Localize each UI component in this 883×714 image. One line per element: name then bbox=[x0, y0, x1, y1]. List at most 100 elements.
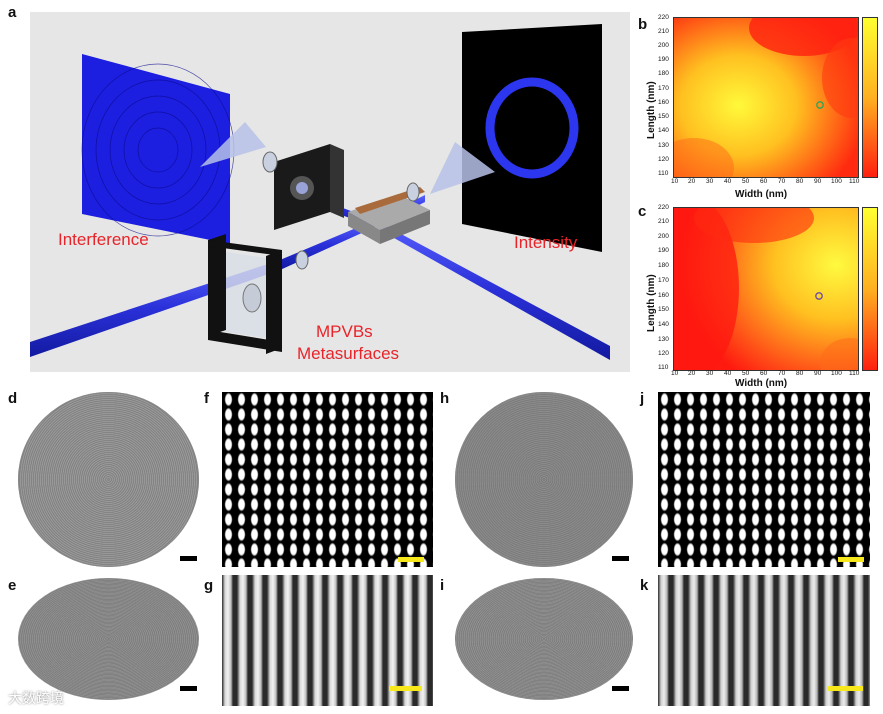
xtick: 110 bbox=[849, 178, 860, 185]
sem-pillars-tilted-g bbox=[222, 575, 433, 706]
interference-screen bbox=[81, 54, 235, 244]
intensity-screen bbox=[462, 24, 602, 252]
ytick: 140 bbox=[658, 127, 669, 134]
xtick: 60 bbox=[760, 178, 768, 185]
panel-label-i: i bbox=[440, 577, 445, 594]
panel-label-k: k bbox=[640, 577, 649, 594]
cone-right bbox=[430, 142, 495, 194]
ytick: 200 bbox=[658, 233, 669, 240]
metasurface-frame bbox=[208, 234, 282, 354]
sem-metasurface-i bbox=[455, 578, 633, 700]
sem-pillars-tilted-k bbox=[658, 575, 870, 706]
xtick: 90 bbox=[814, 178, 822, 185]
xtick: 70 bbox=[778, 370, 786, 377]
ytick: 150 bbox=[658, 306, 669, 313]
sem-pillars-top-f bbox=[222, 392, 433, 567]
sem-pillars-top-j bbox=[658, 392, 870, 567]
intensity-label: Intensity bbox=[514, 233, 578, 252]
xtick: 70 bbox=[778, 178, 786, 185]
xtick: 10 bbox=[671, 178, 679, 185]
xtick: 20 bbox=[688, 178, 696, 185]
panel-label-j: j bbox=[640, 390, 645, 407]
scale-bar-f bbox=[398, 557, 424, 562]
sem-metasurface-h bbox=[455, 392, 633, 567]
ytick: 180 bbox=[658, 70, 669, 77]
panel-label-c: c bbox=[638, 203, 647, 220]
heatmap-b-marker bbox=[816, 101, 824, 109]
ytick: 130 bbox=[658, 142, 669, 149]
xtick: 20 bbox=[688, 370, 696, 377]
panel-label-f: f bbox=[204, 390, 209, 407]
scale-bar-e bbox=[180, 686, 197, 691]
colorbar-b bbox=[862, 17, 878, 178]
ytick: 160 bbox=[658, 292, 669, 299]
xtick: 10 bbox=[671, 370, 679, 377]
xtick: 30 bbox=[706, 370, 714, 377]
scale-bar-g bbox=[389, 686, 422, 691]
xtick: 60 bbox=[760, 370, 768, 377]
ytick: 110 bbox=[658, 364, 669, 371]
sem-metasurface-d bbox=[18, 392, 199, 567]
xtick: 40 bbox=[724, 370, 732, 377]
sem-metasurface-e bbox=[18, 578, 199, 700]
ytick: 150 bbox=[658, 113, 669, 120]
xtick: 30 bbox=[706, 178, 714, 185]
xtick: 100 bbox=[831, 370, 842, 377]
heatmap-c-ylabel: Length (nm) bbox=[646, 274, 657, 332]
ytick: 170 bbox=[658, 85, 669, 92]
panel-label-e: e bbox=[8, 577, 17, 594]
interference-label: Interference bbox=[58, 230, 149, 249]
heatmap-c-marker bbox=[815, 292, 823, 300]
ytick: 130 bbox=[658, 336, 669, 343]
scale-bar-k bbox=[828, 686, 863, 691]
ytick: 180 bbox=[658, 262, 669, 269]
ytick: 200 bbox=[658, 42, 669, 49]
xtick: 40 bbox=[724, 178, 732, 185]
lens-small-3 bbox=[406, 182, 420, 202]
ytick: 140 bbox=[658, 321, 669, 328]
lens-mount bbox=[274, 144, 344, 230]
scale-bar-d bbox=[180, 556, 197, 561]
xtick: 50 bbox=[742, 178, 750, 185]
cone-left bbox=[200, 122, 266, 167]
panel-label-a: a bbox=[8, 4, 17, 21]
ytick: 110 bbox=[658, 170, 669, 177]
xtick: 100 bbox=[831, 178, 842, 185]
xtick: 110 bbox=[849, 370, 860, 377]
ytick: 190 bbox=[658, 247, 669, 254]
ytick: 170 bbox=[658, 277, 669, 284]
heatmap-b-image bbox=[674, 18, 858, 177]
ytick: 210 bbox=[658, 218, 669, 225]
device-label-line1: MPVBs bbox=[316, 322, 373, 341]
panel-label-d: d bbox=[8, 390, 18, 407]
heatmap-b bbox=[673, 17, 859, 178]
setup-illustration bbox=[30, 12, 630, 372]
heatmap-b-xlabel: Width (nm) bbox=[735, 189, 788, 200]
ytick: 210 bbox=[658, 28, 669, 35]
colorbar-c bbox=[862, 207, 878, 371]
ytick: 160 bbox=[658, 99, 669, 106]
scale-bar-h bbox=[612, 556, 629, 561]
scale-bar-j bbox=[838, 557, 864, 562]
heatmap-c-image bbox=[674, 208, 858, 370]
panel-label-g: g bbox=[204, 577, 214, 594]
lens-small-2 bbox=[295, 250, 309, 270]
scale-bar-i bbox=[612, 686, 629, 691]
panel-label-h: h bbox=[440, 390, 450, 407]
heatmap-c-xlabel: Width (nm) bbox=[735, 378, 788, 389]
watermark-text: 大数跨境 bbox=[8, 690, 64, 706]
ytick: 190 bbox=[658, 56, 669, 63]
device-label-line2: Metasurfaces bbox=[297, 344, 400, 363]
ytick: 120 bbox=[658, 156, 669, 163]
xtick: 50 bbox=[742, 370, 750, 377]
heatmap-b-ylabel: Length (nm) bbox=[646, 81, 657, 139]
setup-drawing bbox=[30, 24, 610, 360]
ytick: 220 bbox=[658, 204, 669, 211]
panel-label-b: b bbox=[638, 16, 648, 33]
heatmap-c bbox=[673, 207, 859, 371]
ytick: 220 bbox=[658, 14, 669, 21]
lens-small-1 bbox=[262, 151, 278, 173]
ytick: 120 bbox=[658, 350, 669, 357]
xtick: 80 bbox=[796, 370, 804, 377]
xtick: 90 bbox=[814, 370, 822, 377]
